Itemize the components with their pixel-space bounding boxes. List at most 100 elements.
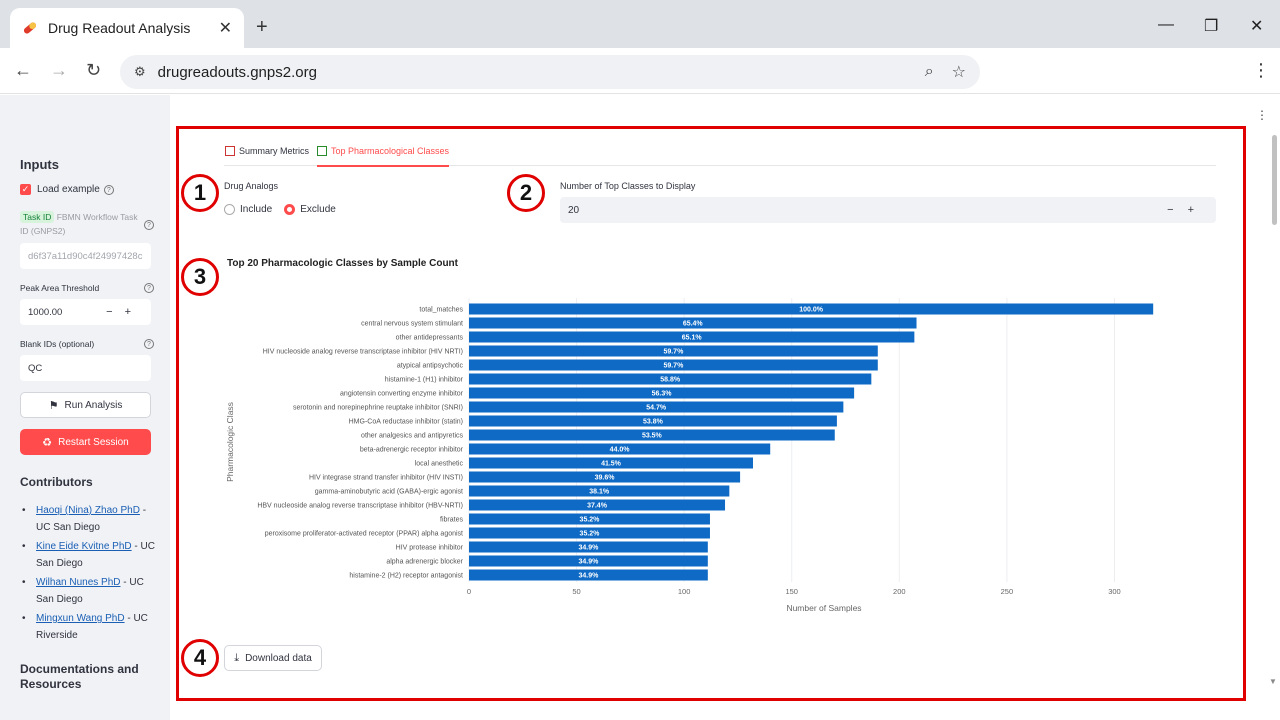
zoom-icon[interactable]: ⌕ — [924, 63, 934, 80]
load-example-checkbox[interactable]: ✓ Load example ? — [20, 184, 114, 195]
top-classes-value: 20 — [568, 204, 580, 216]
radio-exclude[interactable] — [284, 204, 296, 215]
address-bar[interactable]: ⚙ drugreadouts.gnps2.org ⌕ ☆ — [120, 55, 980, 89]
tab-top-classes[interactable]: Top Pharmacological Classes — [317, 146, 450, 167]
chart-up-icon — [225, 146, 235, 156]
category-label: central nervous system stimulant — [361, 321, 463, 328]
help-icon[interactable]: ? — [144, 339, 154, 349]
bar-data-label: 35.2% — [580, 531, 601, 538]
restart-session-button[interactable]: ♻ Restart Session — [20, 429, 151, 455]
stepper-buttons[interactable]: −+ — [1167, 204, 1208, 216]
flag-icon: ⚑ — [48, 399, 59, 412]
task-id-input[interactable]: d6f37a11d90c4f24997428c — [20, 243, 151, 269]
back-icon[interactable]: ← — [14, 60, 32, 80]
radio-include-label[interactable]: Include — [240, 204, 273, 215]
top-classes-input[interactable]: 20 −+ — [560, 197, 1216, 223]
peak-area-input[interactable]: 1000.00 −+ — [20, 299, 151, 325]
contributor-link[interactable]: Haoqi (Nina) Zhao PhD — [36, 505, 140, 516]
category-label: HBV nucleoside analog reverse transcript… — [257, 503, 463, 510]
category-label: total_matches — [419, 307, 463, 314]
category-label: angiotensin converting enzyme inhibitor — [340, 391, 464, 398]
category-label: fibrates — [440, 517, 463, 524]
bar-data-label: 56.3% — [652, 391, 673, 398]
y-axis-label: Pharmacologic Class — [225, 402, 235, 482]
download-icon: ⤓ — [234, 651, 240, 664]
bar — [469, 485, 730, 497]
bar-data-label: 65.4% — [683, 321, 704, 328]
bar-data-label: 34.9% — [578, 559, 599, 566]
x-axis-label: Number of Samples — [786, 603, 861, 613]
radio-include[interactable] — [224, 204, 235, 215]
bar — [469, 457, 753, 469]
scrollbar-thumb[interactable] — [1272, 135, 1277, 225]
pill-icon — [23, 22, 37, 34]
bar — [469, 541, 708, 553]
help-icon[interactable]: ? — [144, 283, 154, 293]
bar — [469, 471, 741, 483]
restore-icon[interactable]: ❐ — [1204, 18, 1219, 35]
download-data-button[interactable]: ⤓ Download data — [224, 645, 322, 671]
category-label: gamma-aminobutyric acid (GABA)-ergic ago… — [315, 489, 463, 496]
drug-analogs-label: Drug Analogs — [224, 181, 279, 191]
task-id-label: Task ID FBMN Workflow Task ID (GNPS2) — [20, 210, 140, 238]
annotation-marker-1: 1 — [181, 174, 219, 212]
run-analysis-button[interactable]: ⚑ Run Analysis — [20, 392, 151, 418]
annotation-marker-3: 3 — [181, 258, 219, 296]
recycle-icon: ♻ — [42, 436, 53, 449]
browser-menu-icon[interactable]: ⋮ — [1252, 60, 1270, 80]
category-label: serotonin and norepinephrine reuptake in… — [293, 405, 463, 412]
category-label: HMG-CoA reductase inhibitor (statin) — [349, 419, 463, 426]
bar-data-label: 44.0% — [610, 447, 631, 454]
blank-ids-input[interactable]: QC — [20, 355, 151, 381]
tab-summary-metrics[interactable]: Summary Metrics — [225, 146, 309, 156]
content-tabs: Summary Metrics Top Pharmacological Clas… — [224, 140, 1216, 167]
blank-ids-label: Blank IDs (optional) — [20, 339, 95, 349]
close-tab-icon[interactable]: ✕ — [218, 20, 232, 37]
inputs-heading: Inputs — [20, 157, 59, 172]
radio-exclude-label[interactable]: Exclude — [300, 204, 336, 215]
bar-data-label: 34.9% — [578, 573, 599, 580]
contributors-list: Haoqi (Nina) Zhao PhD - UC San Diego Kin… — [22, 502, 160, 646]
new-tab-icon[interactable]: + — [256, 16, 268, 38]
app-menu-icon[interactable]: ⋮ — [1256, 108, 1268, 122]
contributor-link[interactable]: Kine Eide Kvitne PhD — [36, 541, 132, 552]
tab-title: Drug Readout Analysis — [48, 20, 191, 36]
help-icon[interactable]: ? — [144, 220, 154, 230]
site-info-icon[interactable]: ⚙ — [134, 64, 146, 79]
x-tick-label: 250 — [1001, 587, 1014, 596]
bar-data-label: 35.2% — [580, 517, 601, 524]
close-window-icon[interactable]: ✕ — [1250, 18, 1264, 35]
task-id-label-text: FBMN Workflow Task ID (GNPS2) — [20, 212, 138, 236]
list-item: Mingxun Wang PhD - UC Riverside — [22, 610, 160, 644]
top-classes-label: Number of Top Classes to Display — [560, 181, 696, 191]
bar-data-label: 37.4% — [587, 503, 608, 510]
category-label: alpha adrenergic blocker — [386, 559, 463, 566]
bar-data-label: 41.5% — [601, 461, 622, 468]
checkbox-checked-icon[interactable]: ✓ — [20, 184, 31, 195]
scroll-down-icon[interactable]: ▼ — [1269, 677, 1277, 686]
bar-data-label: 38.1% — [589, 489, 610, 496]
contributors-heading: Contributors — [20, 475, 93, 489]
stepper-buttons[interactable]: −+ — [106, 306, 143, 318]
browser-tab[interactable]: Drug Readout Analysis ✕ — [10, 8, 244, 48]
contributor-affiliation: - UC San Diego — [36, 505, 147, 533]
help-icon[interactable]: ? — [103, 184, 114, 195]
forward-icon[interactable]: → — [50, 60, 68, 80]
bar — [469, 401, 844, 413]
category-label: other antidepressants — [396, 335, 464, 342]
bar-data-label: 65.1% — [682, 335, 703, 342]
bar — [469, 317, 917, 329]
chart-title: Top 20 Pharmacologic Classes by Sample C… — [227, 258, 458, 269]
category-label: HIV nucleoside analog reverse transcript… — [263, 349, 463, 356]
x-tick-label: 100 — [678, 587, 691, 596]
peak-area-label: Peak Area Threshold — [20, 283, 100, 293]
contributor-link[interactable]: Wilhan Nunes PhD — [36, 577, 121, 588]
contributor-link[interactable]: Mingxun Wang PhD — [36, 613, 125, 624]
contributor-affiliation: - UC Riverside — [36, 613, 148, 641]
bar — [469, 555, 708, 567]
minimize-icon[interactable]: — — [1158, 16, 1174, 33]
bookmark-star-icon[interactable]: ☆ — [951, 64, 966, 81]
reload-icon[interactable]: ↻ — [86, 60, 102, 80]
bar — [469, 345, 878, 357]
bar-data-label: 39.6% — [595, 475, 616, 482]
